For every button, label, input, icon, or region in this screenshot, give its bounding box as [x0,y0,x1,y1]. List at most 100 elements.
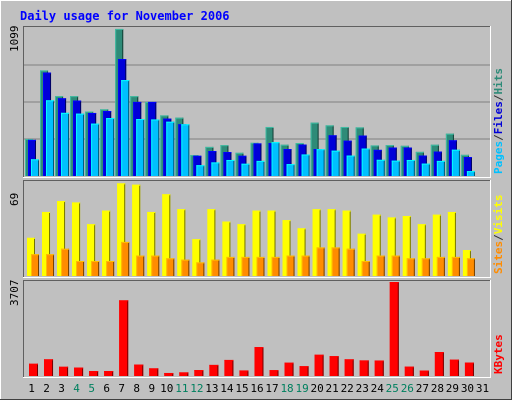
ymax-label: 1099 [8,26,21,53]
bar-fill [57,201,66,276]
bar-fill [121,241,130,276]
x-tick-label: 13 [205,382,218,395]
bar-fill [361,148,370,176]
bar-pages-day-4 [76,113,85,176]
bar-fill [357,233,366,276]
bar-fill [147,211,156,276]
bar-kbytes-day-30 [464,362,474,376]
bar-sites-day-23 [361,261,370,276]
bar-fill [164,372,174,376]
bar-kbytes-day-11 [179,372,189,376]
bar-fill [451,149,460,176]
bar-fill [346,155,355,176]
x-tick-label: 18 [280,382,293,395]
bar-sites-day-3 [61,248,70,276]
bar-kbytes-day-7 [119,300,129,376]
bar-kbytes-day-16 [254,347,264,376]
bar-fill [376,255,385,276]
x-tick-label: 6 [103,382,110,395]
bar-pages-day-10 [166,121,175,176]
bar-pages-day-28 [436,160,445,176]
panel-2: 69 Sites/Visits [8,180,505,278]
bar-fill [463,157,472,176]
bar-kbytes-day-18 [284,362,294,376]
bar-fill [421,258,430,276]
bar-fill [466,258,475,276]
bar-fill [106,118,115,176]
bar-pages-day-25 [391,160,400,176]
bar-fill [253,143,262,176]
bar-fill [342,210,351,276]
bar-fill [42,211,51,276]
bar-kbytes-day-25 [389,282,399,376]
bar-kbytes-day-21 [329,356,339,376]
x-tick-label: 25 [386,382,399,395]
x-tick-label: 30 [461,382,474,395]
bar-fill [136,119,145,176]
bar-fill [44,359,54,376]
bar-fill [344,359,354,376]
bar-fill [87,224,96,276]
bar-fill [254,347,264,376]
bar-fill [329,356,339,376]
bar-fill [46,254,55,276]
bar-fill [419,370,429,376]
bar-kbytes-day-9 [149,368,159,376]
bar-fill [177,209,186,276]
bar-sites-day-8 [136,255,145,276]
series-legend-label: Sites/Visits [492,195,505,275]
bar-kbytes-day-10 [164,372,174,376]
bar-kbytes-day-22 [344,359,354,376]
bar-fill [106,261,115,276]
chart-title: Daily usage for November 2006 [20,9,230,23]
bar-kbytes-day-27 [419,370,429,376]
bar-fill [447,211,456,276]
bar-fill [256,160,265,176]
bar-fill [29,363,38,376]
bar-sites-day-14 [226,256,235,276]
bar-fill [31,254,39,276]
bar-kbytes-day-19 [299,366,309,376]
bar-sites-day-7 [121,241,130,276]
bar-fill [151,119,160,176]
bar-sites-day-24 [376,255,385,276]
legend-part: / [492,234,505,241]
bar-pages-day-26 [406,159,415,176]
bar-fill [436,160,445,176]
x-tick-label: 9 [148,382,155,395]
bar-fill [267,210,276,276]
bar-sites-day-17 [271,256,280,276]
x-tick-label: 15 [235,382,248,395]
bar-pages-day-12 [196,165,205,176]
bar-pages-day-8 [136,119,145,176]
bar-fill [387,217,396,276]
bar-pages-day-21 [331,150,340,176]
bar-sites-day-25 [391,255,400,276]
bar-pages-day-23 [361,148,370,176]
bar-fill [432,214,441,276]
bar-fill [376,159,385,176]
x-tick-label: 12 [190,382,203,395]
bar-fill [211,259,220,276]
bar-fill [181,124,190,176]
bar-sites-day-26 [406,258,415,276]
x-tick-label: 5 [88,382,95,395]
bar-fill [72,202,81,276]
bar-fill [327,209,336,276]
bar-fill [151,255,160,276]
bar-sites-day-16 [256,256,265,276]
bar-kbytes-day-20 [314,354,324,376]
bar-pages-day-20 [316,149,325,176]
bar-pages-day-11 [181,124,190,176]
legend-part: Sites [492,241,505,274]
bar-kbytes-day-12 [194,370,204,376]
bar-fill [134,364,144,376]
x-tick-label: 20 [311,382,324,395]
legend-part: Visits [492,195,505,235]
bar-sites-day-15 [241,256,250,276]
bar-sites-day-18 [286,255,295,276]
x-tick-label: 17 [265,382,278,395]
bar-fill [91,261,100,276]
bar-pages-day-13 [211,162,220,176]
